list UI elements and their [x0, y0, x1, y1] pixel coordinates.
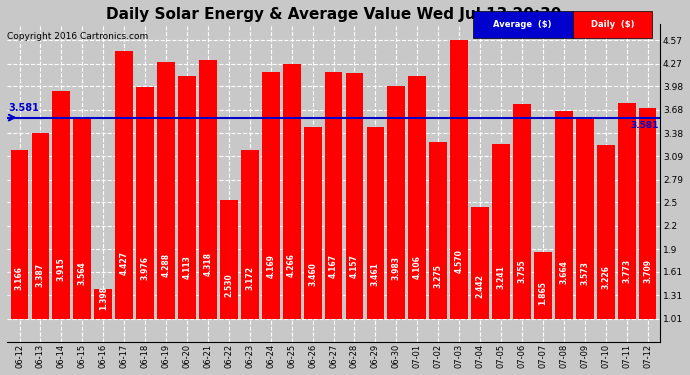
Bar: [178, 76, 196, 319]
Text: 4.427: 4.427: [119, 251, 129, 275]
Text: 1.398: 1.398: [99, 286, 108, 310]
Bar: [513, 104, 531, 319]
Text: 3.983: 3.983: [392, 256, 401, 280]
Text: 3.573: 3.573: [580, 261, 589, 285]
Text: Copyright 2016 Cartronics.com: Copyright 2016 Cartronics.com: [8, 32, 148, 40]
Bar: [10, 150, 28, 319]
Bar: [366, 127, 384, 319]
Text: 3.387: 3.387: [36, 263, 45, 287]
Bar: [52, 92, 70, 319]
Bar: [241, 150, 259, 319]
Bar: [136, 87, 154, 319]
Title: Daily Solar Energy & Average Value Wed Jul 13 20:30: Daily Solar Energy & Average Value Wed J…: [106, 7, 561, 22]
Bar: [492, 144, 510, 319]
Bar: [388, 86, 405, 319]
Text: 3.664: 3.664: [560, 260, 569, 284]
Text: 3.755: 3.755: [518, 259, 526, 283]
Bar: [346, 72, 364, 319]
Text: 3.460: 3.460: [308, 262, 317, 286]
Bar: [408, 76, 426, 319]
Text: 3.581: 3.581: [631, 121, 659, 130]
Bar: [534, 252, 552, 319]
Text: 3.166: 3.166: [15, 266, 24, 290]
Text: 3.275: 3.275: [434, 264, 443, 288]
Bar: [555, 111, 573, 319]
Text: 4.318: 4.318: [204, 252, 213, 276]
Text: 3.564: 3.564: [78, 261, 87, 285]
Bar: [115, 51, 133, 319]
Bar: [220, 200, 238, 319]
Text: 4.266: 4.266: [287, 253, 296, 277]
Text: 3.241: 3.241: [497, 265, 506, 289]
Text: 3.915: 3.915: [57, 257, 66, 281]
Bar: [618, 103, 635, 319]
Text: 4.157: 4.157: [350, 254, 359, 278]
Text: 2.530: 2.530: [224, 273, 233, 297]
Bar: [576, 118, 593, 319]
Text: 1.865: 1.865: [538, 281, 547, 305]
Text: 4.570: 4.570: [455, 249, 464, 273]
Text: 4.106: 4.106: [413, 255, 422, 279]
Text: 3.172: 3.172: [246, 266, 255, 290]
Text: 3.226: 3.226: [601, 265, 610, 289]
Bar: [451, 40, 468, 319]
Text: 3.709: 3.709: [643, 259, 652, 283]
Bar: [32, 133, 50, 319]
Bar: [325, 72, 342, 319]
Text: 4.288: 4.288: [161, 252, 170, 276]
Bar: [597, 146, 615, 319]
Text: 2.442: 2.442: [475, 274, 484, 298]
Text: 3.581: 3.581: [8, 103, 39, 113]
Bar: [262, 72, 279, 319]
Text: Average  ($): Average ($): [493, 20, 551, 29]
Bar: [471, 207, 489, 319]
Text: 4.169: 4.169: [266, 254, 275, 278]
Bar: [95, 288, 112, 319]
Bar: [199, 60, 217, 319]
Text: 3.976: 3.976: [141, 256, 150, 280]
Text: 3.773: 3.773: [622, 258, 631, 282]
Bar: [157, 62, 175, 319]
Text: 4.113: 4.113: [182, 255, 192, 279]
Text: 4.167: 4.167: [329, 254, 338, 278]
Bar: [639, 108, 656, 319]
Bar: [429, 142, 447, 319]
Bar: [304, 127, 322, 319]
Text: 3.461: 3.461: [371, 262, 380, 286]
Text: Daily  ($): Daily ($): [591, 20, 634, 29]
Bar: [73, 119, 91, 319]
Bar: [283, 64, 301, 319]
